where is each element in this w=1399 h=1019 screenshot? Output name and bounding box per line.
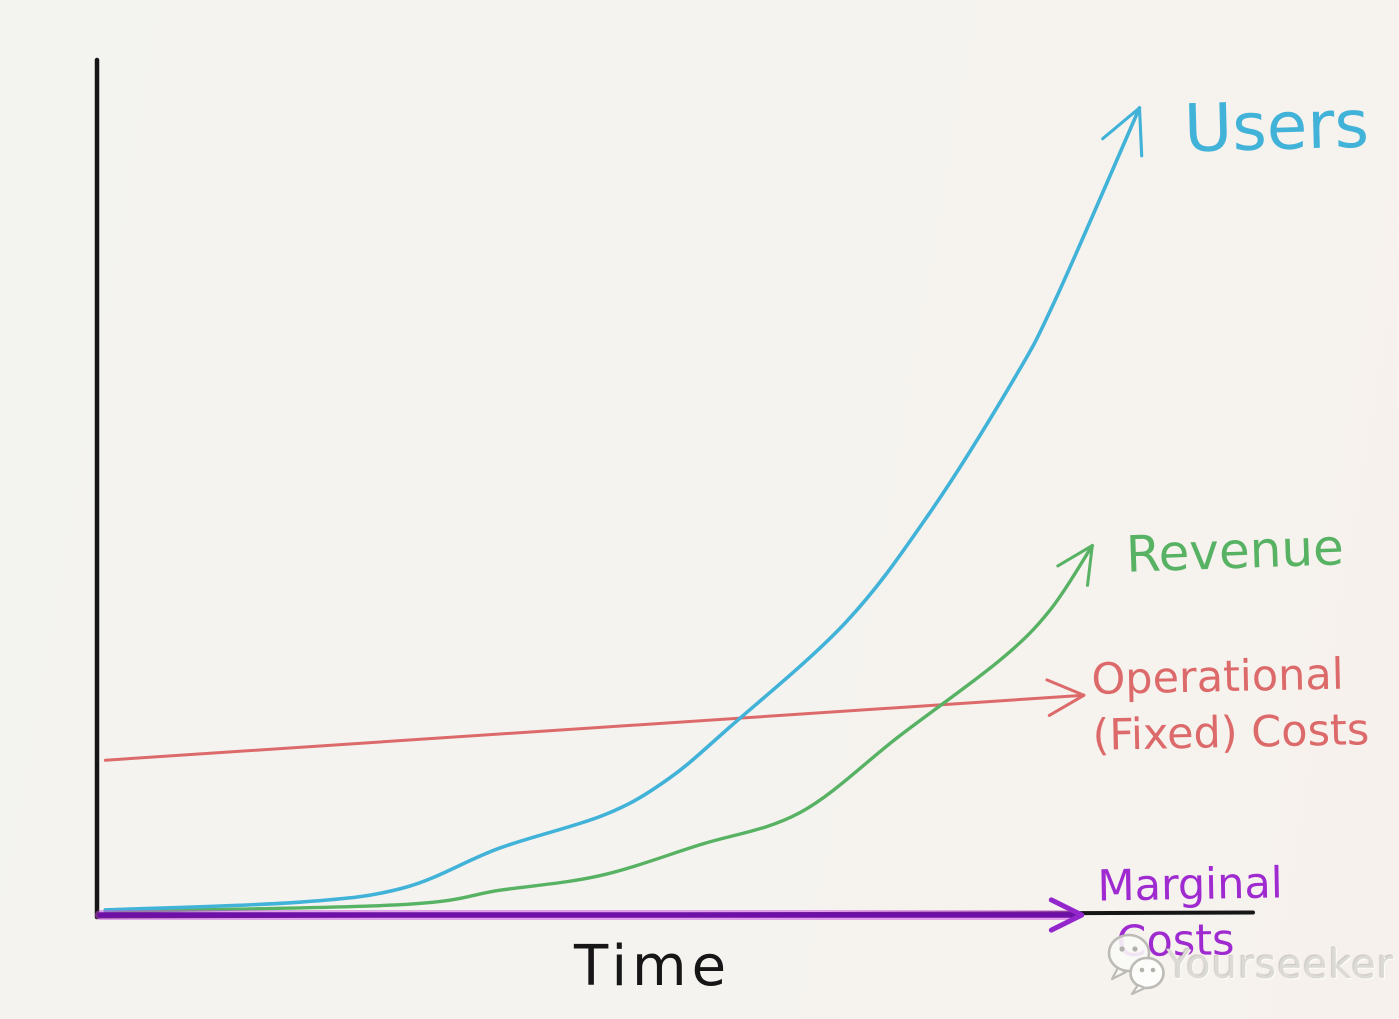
operational-costs-label-line2: (Fixed) Costs	[1092, 704, 1370, 761]
revenue-curve	[103, 543, 1094, 914]
revenue-series-label: Revenue	[1125, 518, 1345, 584]
marginal-costs-curve	[95, 897, 1085, 933]
axes	[94, 57, 1255, 920]
marginal-costs-label-line1: Marginal	[1097, 858, 1284, 912]
users-series-label: Users	[1183, 85, 1370, 168]
wechat-icon	[1107, 933, 1165, 996]
operational-costs-series-label: Operational (Fixed) Costs	[1091, 647, 1370, 765]
watermark-text: Yourseeker	[1166, 942, 1395, 988]
operational-fixed-costs-curve	[103, 678, 1086, 762]
operational-costs-label-line1: Operational	[1090, 649, 1345, 705]
watermark: Yourseeker	[1104, 928, 1394, 996]
x-axis-label: Time	[574, 934, 732, 999]
users-curve	[103, 106, 1144, 912]
